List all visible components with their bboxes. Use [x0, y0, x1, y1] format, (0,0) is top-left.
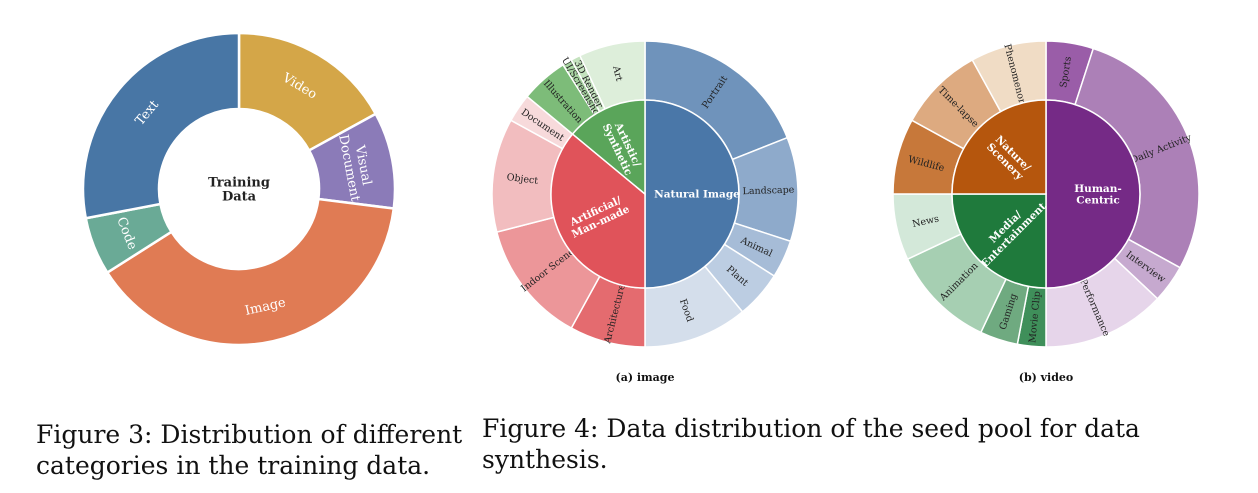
training-slice-image [105, 197, 396, 347]
training-slice-video [237, 31, 378, 153]
image-outer-label-object: Object [506, 172, 539, 187]
video-inner-slice-human-centric [1045, 99, 1141, 289]
image-inner-slice-artistic-synthetic [571, 99, 646, 196]
image-outer-label-art: Art [610, 64, 624, 82]
video-inner-label-human-centric: Human-Centric [1074, 183, 1121, 207]
training-slice-text [81, 31, 241, 220]
image-inner-slice-natural-image [644, 99, 740, 289]
image-inner-slice-artificial-man-made [550, 133, 646, 289]
subcaption-image: (a) image [615, 371, 674, 384]
subcaption-video: (b) video [1019, 371, 1074, 384]
image-sunburst-chart: PortraitLandscapeAnimalPlantFoodArchitec… [491, 40, 799, 348]
training-data-center-label: Training Data [208, 175, 270, 204]
training-data-donut-chart: VideoVisualDocumentImageCodeTextTraining… [81, 31, 397, 347]
video-inner-slice-nature-scenery [951, 99, 1047, 195]
video-inner-slice-media-entertainment [951, 193, 1047, 289]
image-outer-label-landscape: Landscape [742, 185, 794, 198]
video-outer-label-sports: Sports [1058, 56, 1074, 89]
figure-3-caption: Figure 3: Distribution of different cate… [36, 420, 463, 480]
video-outer-label-movie-clip: Movie Clip [1027, 291, 1043, 344]
image-inner-label-natural-image: Natural Image [654, 189, 740, 201]
figure-4-caption: Figure 4: Data distribution of the seed … [482, 414, 1140, 474]
